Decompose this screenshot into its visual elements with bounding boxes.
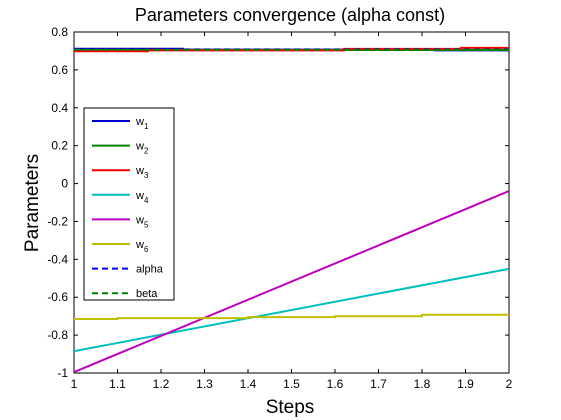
legend-label-subscript: 4: [144, 196, 149, 205]
chart-title: Parameters convergence (alpha const): [135, 5, 445, 25]
legend-label: w2: [135, 141, 149, 156]
x-tick-label: 1.7: [370, 377, 387, 391]
x-tick-label: 1.5: [283, 377, 300, 391]
series-group: [74, 46, 509, 373]
y-tick-label: 0.4: [51, 101, 68, 115]
legend-label: w5: [135, 214, 149, 229]
x-axis-label: Steps: [266, 397, 315, 418]
legend-label-name: w: [135, 239, 144, 251]
plot-area: 1 1.1 1.2 1.3 1.4 1.5 1.6 1.7 1.8 1.9 2 -1 -0.8 -0.6 -…: [47, 25, 512, 391]
legend-label-subscript: 3: [144, 171, 149, 180]
y-tick-label: -0.2: [47, 214, 68, 228]
y-axis-label: Parameters: [22, 154, 43, 252]
x-tick-label: 1.9: [457, 377, 474, 391]
legend-label-subscript: 6: [144, 245, 149, 254]
legend-label-name: beta: [136, 288, 158, 300]
legend-label-name: w: [135, 165, 144, 177]
legend-label: beta: [136, 288, 158, 300]
legend-label: w4: [135, 190, 149, 205]
series-line-w6: [74, 313, 509, 320]
y-tick-label: -0.8: [47, 328, 68, 342]
legend-label: w3: [135, 165, 149, 180]
legend-label: w6: [135, 239, 149, 254]
x-tick-label: 1.6: [327, 377, 344, 391]
y-tick-label: 0.6: [51, 63, 68, 77]
series-line-w3: [74, 46, 509, 53]
legend-label-name: alpha: [136, 264, 164, 276]
legend-label-name: w: [135, 214, 144, 226]
legend-label-subscript: 1: [144, 122, 149, 131]
series-line-w4: [74, 267, 509, 353]
y-tick-label: 0.8: [51, 25, 68, 39]
legend-label-name: w: [135, 116, 144, 128]
legend-label-name: w: [135, 190, 144, 202]
x-tick-label: 1.8: [414, 377, 431, 391]
x-tick-label: 1.2: [153, 377, 170, 391]
x-tick-label: 1.1: [109, 377, 126, 391]
y-tick-label: 0.2: [51, 139, 68, 153]
x-tick-label: 1.4: [240, 377, 257, 391]
legend-box: [83, 107, 175, 301]
series-line-w5: [74, 190, 509, 373]
legend-label: w1: [135, 116, 149, 131]
y-tick-label: -0.4: [47, 252, 68, 266]
legend-label: alpha: [136, 264, 164, 276]
x-tick-label: 2: [506, 377, 513, 391]
y-tick-label: -1: [57, 366, 68, 380]
x-tick-label: 1: [71, 377, 78, 391]
y-tick-label: -0.6: [47, 290, 68, 304]
legend-label-name: w: [135, 141, 144, 153]
x-tick-label: 1.3: [196, 377, 213, 391]
legend-label-subscript: 5: [144, 220, 149, 229]
y-tick-label: 0: [61, 177, 68, 191]
legend-label-subscript: 2: [144, 147, 149, 156]
